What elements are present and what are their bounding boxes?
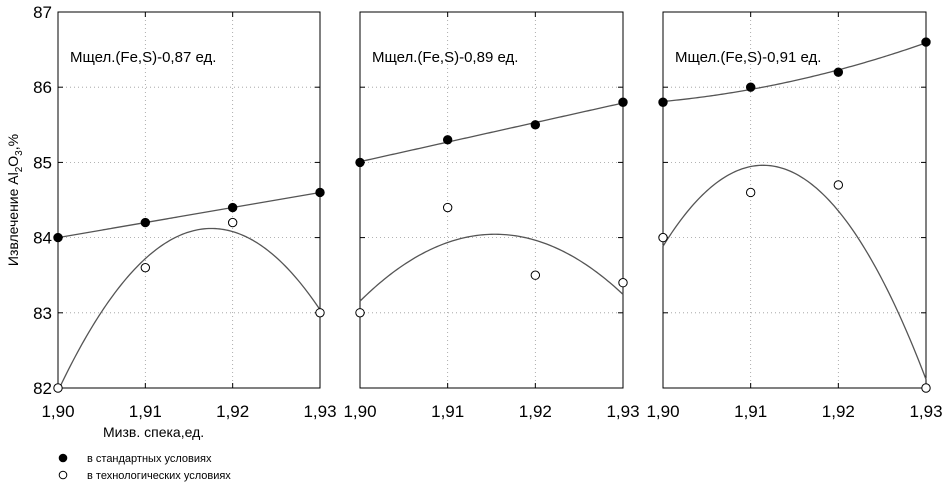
x-tick-label: 1,90 <box>646 402 679 421</box>
data-point-technological <box>530 270 541 280</box>
legend-label-standard: в стандартных условиях <box>87 453 212 465</box>
x-tick-label: 1,92 <box>216 402 249 421</box>
data-point-technological <box>227 217 238 228</box>
data-point-standard <box>53 232 63 243</box>
fit-line-standard <box>57 191 321 239</box>
panel-1: 1,90 1,91 1,92 1,93 82 83 84 85 86 87 Мщел.(Fe,S)-… <box>33 3 336 421</box>
x-tick-label: 1,91 <box>734 402 767 421</box>
data-point-technological <box>53 383 63 393</box>
y-tick-label: 86 <box>33 78 52 97</box>
y-axis-label-subscript: 3 <box>14 150 25 156</box>
data-point-technological <box>618 278 628 288</box>
panel-annotation: Мщел.(Fe,S)-0,87 ед. <box>70 49 216 66</box>
panel-annotation: Мщел.(Fe,S)-0,91 ед. <box>675 49 821 66</box>
x-axis-label: Мизв. спека,ед. <box>103 424 204 440</box>
legend-marker-standard <box>58 453 68 463</box>
y-tick-label: 84 <box>33 229 52 248</box>
x-tick-label: 1,92 <box>519 402 552 421</box>
legend-label-technological: в технологических условиях <box>87 470 231 482</box>
data-point-standard <box>530 120 541 130</box>
y-axis-label-part: O <box>5 156 21 167</box>
x-tick-label: 1,90 <box>41 402 74 421</box>
y-tick-label: 85 <box>33 153 52 172</box>
x-tick-label: 1,93 <box>606 402 639 421</box>
fit-line-technological <box>57 227 321 392</box>
y-axis-label-part: Извлечение Al <box>5 172 21 266</box>
legend-marker-technological <box>58 470 68 480</box>
data-point-standard <box>745 82 756 92</box>
data-point-standard <box>618 97 628 107</box>
data-point-standard <box>227 202 238 213</box>
data-point-standard <box>921 37 931 47</box>
data-point-technological <box>140 262 151 273</box>
x-tick-label: 1,91 <box>431 402 464 421</box>
y-axis-label-part: ,% <box>5 134 21 150</box>
plot-frame <box>359 11 624 389</box>
data-point-technological <box>658 232 668 243</box>
y-tick-label: 83 <box>33 304 52 323</box>
data-point-standard <box>442 135 453 145</box>
data-point-technological <box>315 308 325 318</box>
data-point-standard <box>658 97 668 107</box>
data-point-technological <box>355 308 365 318</box>
y-tick-label: 82 <box>33 379 52 398</box>
data-point-standard <box>140 217 151 228</box>
y-axis-label: Извлечение Al2O3,% <box>5 134 25 266</box>
data-point-standard <box>315 187 325 198</box>
plot-frame <box>57 11 321 389</box>
panel-annotation: Мщел.(Fe,S)-0,89 ед. <box>372 49 518 66</box>
data-point-technological <box>442 202 453 213</box>
fit-line-technological <box>359 233 624 302</box>
y-tick-label: 87 <box>33 3 52 22</box>
data-point-technological <box>745 187 756 198</box>
x-tick-label: 1,93 <box>303 402 336 421</box>
panel-3: 1,90 1,91 1,92 1,93 Мщел.(Fe,S)-0,91 ед. <box>646 11 943 421</box>
fit-line-standard <box>359 102 624 163</box>
data-point-standard <box>355 157 365 168</box>
y-axis-label-subscript: 2 <box>14 166 25 172</box>
legend: в стандартных условиях в технологических … <box>58 453 231 482</box>
x-tick-label: 1,91 <box>129 402 162 421</box>
plot-frame <box>662 11 927 389</box>
x-tick-label: 1,93 <box>909 402 942 421</box>
data-point-technological <box>921 383 931 393</box>
fit-line-technological <box>662 164 927 380</box>
x-tick-label: 1,92 <box>822 402 855 421</box>
x-tick-label: 1,90 <box>343 402 376 421</box>
data-point-standard <box>833 67 844 77</box>
data-point-technological <box>833 180 844 190</box>
panel-2: 1,90 1,91 1,92 1,93 Мщел.(Fe,S)-0,89 ед. <box>343 11 640 421</box>
fit-line-standard <box>662 42 927 103</box>
